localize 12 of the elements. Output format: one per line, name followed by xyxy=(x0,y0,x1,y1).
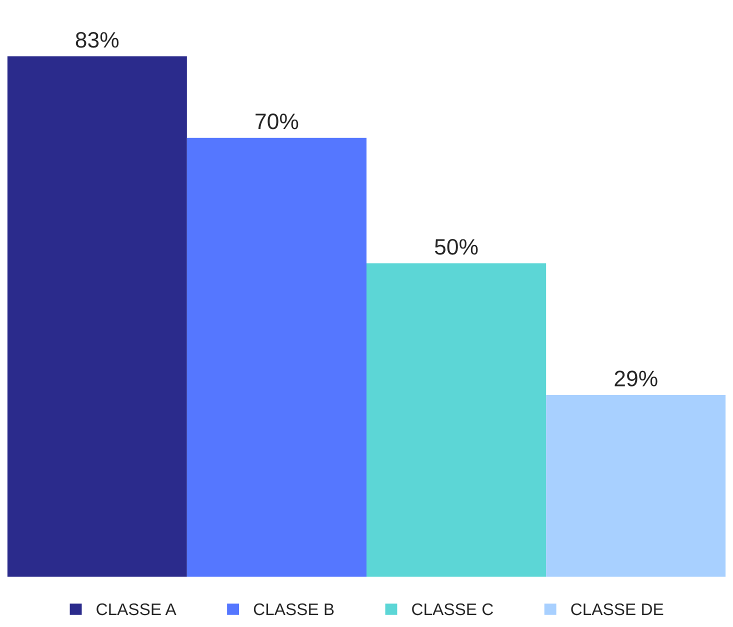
bar xyxy=(546,394,726,577)
legend-label: CLASSE B xyxy=(254,603,334,616)
data-label: 70% xyxy=(256,114,298,130)
legend-label: CLASSE A xyxy=(96,603,176,616)
bar xyxy=(7,56,187,577)
bar xyxy=(186,138,366,577)
legend-label: CLASSE C xyxy=(412,603,494,616)
data-label: 50% xyxy=(434,238,478,255)
data-label: 83% xyxy=(76,32,119,48)
data-label: 29% xyxy=(614,370,658,386)
legend-label: CLASSE DE xyxy=(571,603,664,616)
bar xyxy=(366,263,546,577)
